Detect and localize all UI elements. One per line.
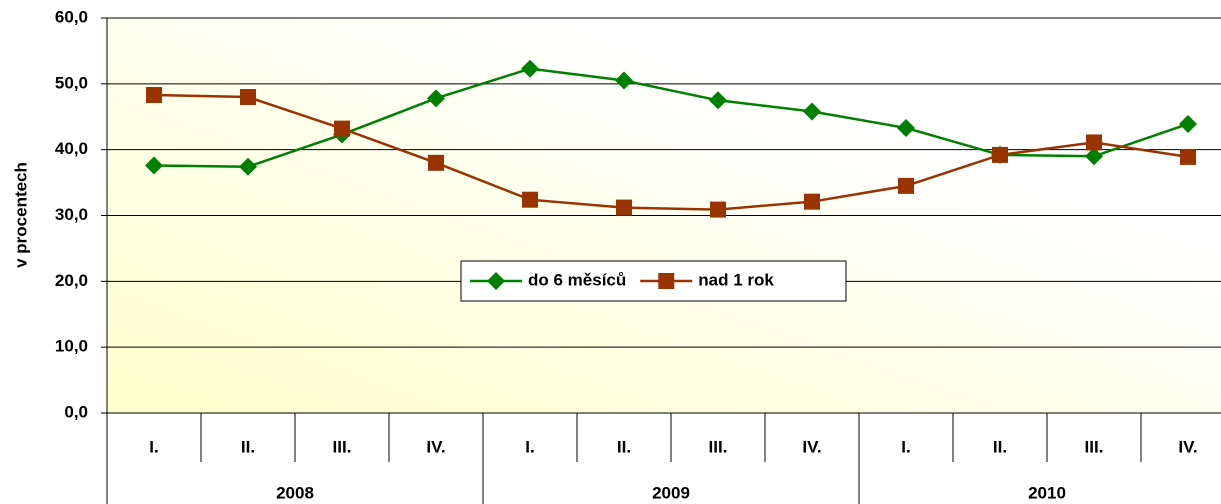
- marker: [992, 146, 1008, 163]
- legend-marker: [658, 273, 675, 289]
- x-tick-label: I.: [525, 437, 534, 456]
- x-tick-label: IV.: [426, 437, 445, 456]
- legend-label: nad 1 rok: [698, 270, 774, 289]
- x-tick-label: III.: [1085, 437, 1104, 456]
- marker: [1085, 147, 1103, 166]
- marker: [897, 118, 915, 137]
- y-tick-label: 40,0: [55, 139, 88, 158]
- marker: [803, 102, 821, 121]
- marker: [427, 89, 445, 108]
- x-tick-label: IV.: [1178, 437, 1197, 456]
- y-tick-label: 10,0: [55, 337, 88, 356]
- marker: [521, 59, 539, 78]
- x-tick-label: II.: [241, 437, 255, 456]
- marker: [615, 71, 633, 90]
- marker: [898, 177, 914, 194]
- marker: [146, 87, 162, 104]
- series-line: [153, 93, 1189, 211]
- marker: [709, 91, 727, 110]
- y-tick-label: 0,0: [64, 402, 88, 421]
- legend-marker: [487, 272, 505, 290]
- x-tick-label: III.: [333, 437, 352, 456]
- x-tick-label: III.: [709, 437, 728, 456]
- y-tick-label: 50,0: [55, 73, 88, 92]
- marker: [1086, 134, 1102, 151]
- x-tick-label: II.: [993, 437, 1007, 456]
- marker: [240, 89, 256, 105]
- marker: [1179, 114, 1197, 133]
- x-tick-label: I.: [149, 437, 158, 456]
- y-tick-label: 30,0: [55, 205, 88, 224]
- marker: [334, 120, 350, 137]
- marker: [710, 201, 726, 218]
- y-tick-label: 60,0: [55, 7, 88, 26]
- series-line: [153, 67, 1189, 169]
- x-tick-label: I.: [901, 437, 910, 456]
- y-tick-label: 20,0: [55, 271, 88, 290]
- year-label: 2009: [652, 483, 690, 502]
- x-tick-label: IV.: [802, 437, 821, 456]
- marker: [804, 193, 820, 210]
- marker: [239, 157, 257, 176]
- legend: do 6 měsíců nad 1 rok: [460, 260, 847, 302]
- marker: [616, 199, 632, 216]
- year-label: 2010: [1028, 483, 1066, 502]
- x-tick-label: II.: [617, 437, 631, 456]
- marker: [1180, 148, 1196, 165]
- y-axis-label: v procentech: [11, 162, 30, 268]
- marker: [428, 154, 444, 171]
- year-label: 2008: [276, 483, 314, 502]
- marker: [522, 191, 538, 208]
- marker: [145, 156, 163, 175]
- legend-label: do 6 měsíců: [528, 270, 626, 289]
